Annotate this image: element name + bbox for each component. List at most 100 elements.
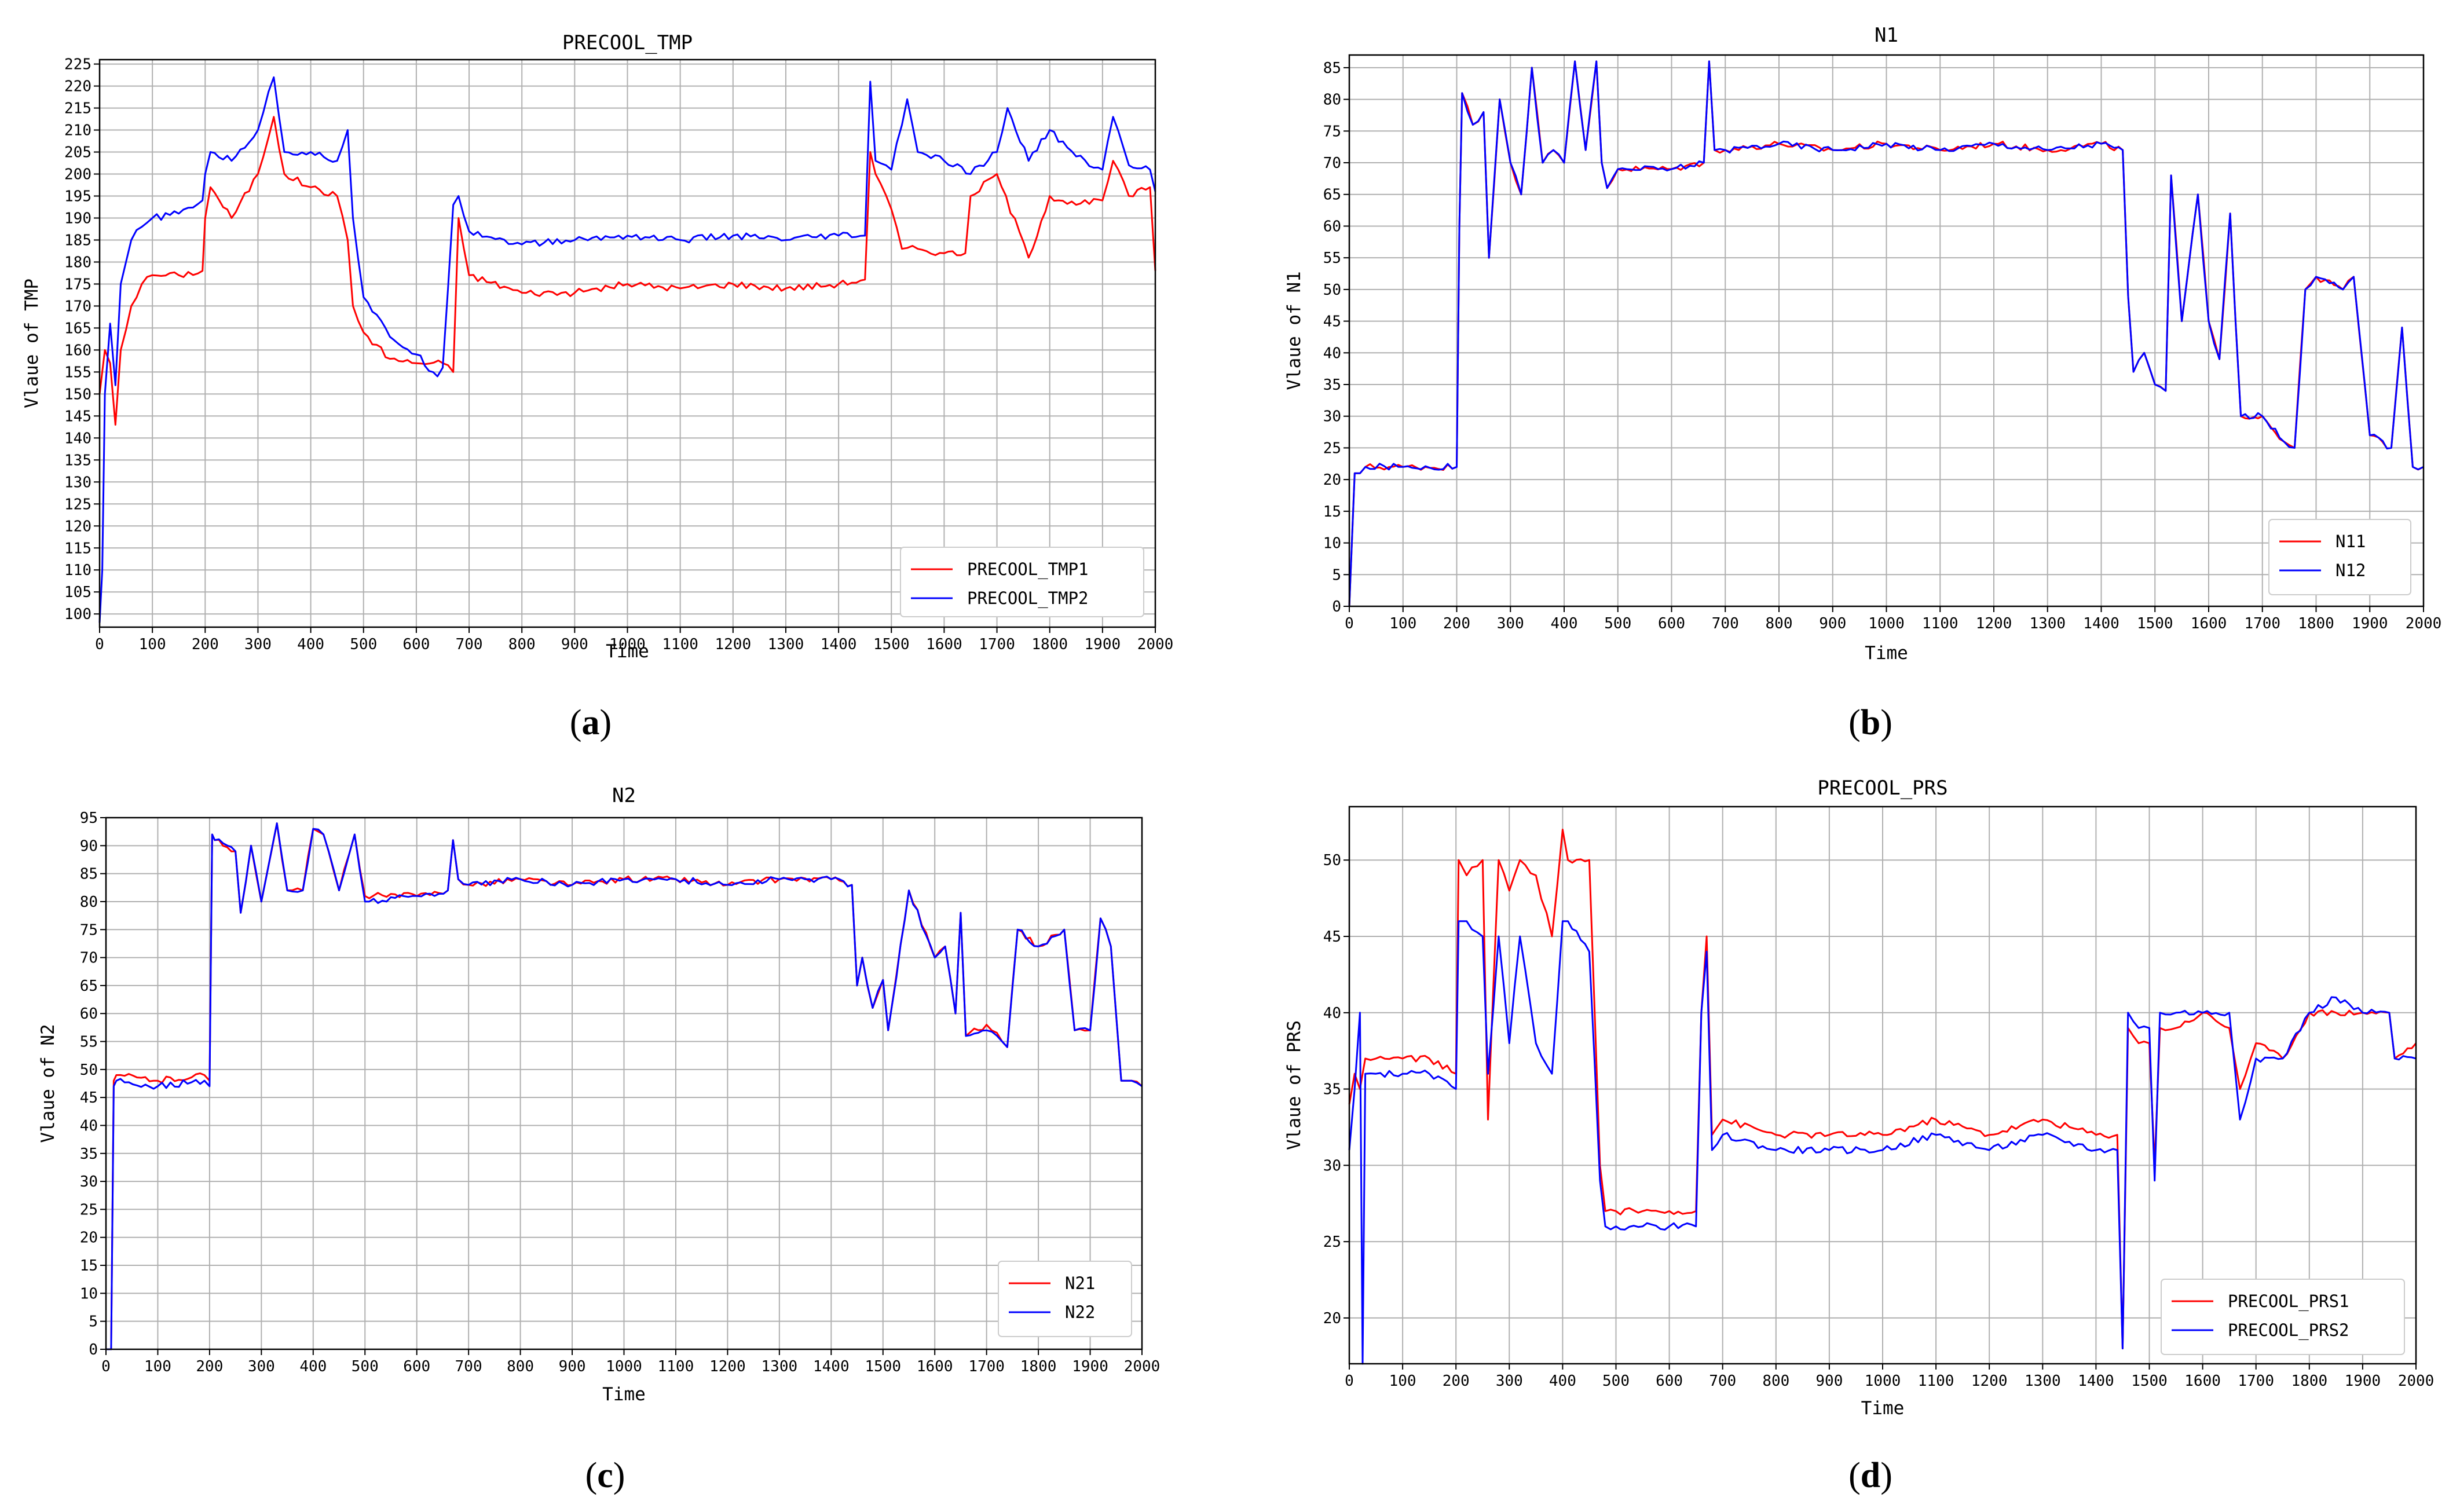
x-tick-label: 100 [1389, 1372, 1416, 1390]
x-tick-label: 1400 [2083, 615, 2119, 632]
chart-title: PRECOOL_PRS [1817, 777, 1948, 800]
x-axis-label: Time [606, 641, 649, 662]
x-tick-label: 400 [1549, 1372, 1576, 1390]
x-tick-label: 1800 [2298, 615, 2334, 632]
y-axis-label: Vlaue of TMP [21, 279, 42, 408]
x-tick-label: 200 [196, 1358, 223, 1375]
x-tick-label: 1200 [1976, 615, 2012, 632]
y-tick-label: 105 [64, 584, 91, 601]
legend: PRECOOL_TMP1 PRECOOL_TMP2 [900, 547, 1144, 617]
x-tick-label: 200 [192, 636, 219, 653]
y-tick-label: 70 [1323, 155, 1341, 172]
x-tick-label: 1700 [979, 636, 1015, 653]
x-tick-label: 800 [1766, 615, 1793, 632]
x-tick-label: 800 [1762, 1372, 1789, 1390]
x-tick-label: 1000 [1865, 1372, 1901, 1390]
y-tick-label: 125 [64, 496, 91, 513]
x-tick-label: 1700 [968, 1358, 1005, 1375]
y-tick-label: 40 [1323, 1005, 1341, 1022]
y-tick-label: 35 [1323, 1081, 1341, 1099]
x-tick-label: 100 [144, 1358, 171, 1375]
x-tick-label: 300 [244, 636, 272, 653]
x-tick-label: 700 [1709, 1372, 1736, 1390]
series-line-PRECOOL_TMP1 [98, 116, 1156, 426]
panel-caption: (a) [570, 703, 612, 742]
y-tick-label: 155 [64, 364, 91, 381]
x-tick-label: 900 [1819, 615, 1846, 632]
y-tick-label: 95 [80, 810, 98, 827]
y-tick-label: 45 [1323, 928, 1341, 946]
chart-panel-b: 0 100 200 300 400 500 600 700 800 900 1000 1100 1200… [1284, 24, 2441, 742]
x-tick-label: 400 [1551, 615, 1578, 632]
x-tick-label: 1200 [1971, 1372, 2008, 1390]
x-tick-label: 0 [1345, 1372, 1354, 1390]
y-tick-label: 225 [64, 56, 91, 74]
y-tick-label: 35 [1323, 376, 1341, 394]
legend: N11 N12 [2268, 519, 2411, 595]
y-tick-label: 0 [1332, 598, 1341, 616]
y-tick-label: 25 [1323, 1233, 1341, 1251]
legend-entry-label: PRECOOL_TMP1 [967, 559, 1089, 580]
y-axis-label: Vlaue of N2 [38, 1024, 58, 1143]
y-tick-label: 70 [80, 950, 98, 967]
series-line-N22 [106, 822, 1143, 1350]
x-tick-label: 1900 [1085, 636, 1121, 653]
y-tick-label: 30 [1323, 1157, 1341, 1174]
legend-entry-label: PRECOOL_PRS1 [2228, 1291, 2349, 1312]
x-tick-label: 1800 [1031, 636, 1068, 653]
y-tick-label: 220 [64, 78, 91, 96]
y-tick-label: 135 [64, 452, 91, 469]
y-axis-label: Vlaue of PRS [1284, 1020, 1305, 1150]
y-tick-label: 10 [1323, 535, 1341, 552]
legend-box [2268, 519, 2411, 595]
y-tick-label: 205 [64, 144, 91, 162]
legend-entry-label: N11 [2335, 532, 2366, 551]
x-tick-label: 1600 [2184, 1372, 2221, 1390]
y-tick-label: 195 [64, 188, 91, 206]
y-tick-label: 75 [1323, 123, 1341, 140]
y-tick-label: 50 [1323, 852, 1341, 869]
y-tick-label: 45 [80, 1089, 98, 1107]
x-tick-label: 500 [350, 636, 377, 653]
y-tick-label: 50 [1323, 281, 1341, 299]
x-tick-label: 1100 [662, 636, 698, 653]
y-tick-label: 55 [1323, 250, 1341, 267]
x-tick-label: 2000 [2406, 615, 2442, 632]
x-tick-label: 1600 [917, 1358, 953, 1375]
y-tick-label: 60 [1323, 218, 1341, 235]
series-line-N12 [1348, 60, 2424, 607]
x-tick-label: 1500 [865, 1358, 901, 1375]
x-tick-label: 1300 [2025, 1372, 2061, 1390]
x-tick-label: 0 [1345, 615, 1354, 632]
y-tick-label: 50 [80, 1061, 98, 1079]
x-tick-label: 2000 [2398, 1372, 2435, 1390]
x-tick-label: 700 [1712, 615, 1739, 632]
x-tick-label: 1100 [658, 1358, 694, 1375]
x-tick-label: 500 [352, 1358, 379, 1375]
y-tick-label: 25 [1323, 440, 1341, 457]
y-tick-label: 55 [80, 1034, 98, 1051]
x-tick-label: 1400 [813, 1358, 850, 1375]
x-tick-label: 2000 [1137, 636, 1174, 653]
x-tick-label: 1400 [2078, 1372, 2114, 1390]
x-tick-label: 800 [507, 1358, 534, 1375]
legend-box [900, 547, 1144, 617]
y-tick-label: 0 [89, 1341, 98, 1359]
x-axis-label: Time [602, 1384, 646, 1405]
legend-box [998, 1261, 1132, 1337]
x-tick-label: 1400 [821, 636, 857, 653]
x-tick-label: 600 [402, 636, 430, 653]
x-tick-label: 900 [1815, 1372, 1843, 1390]
y-tick-label: 85 [80, 866, 98, 883]
x-tick-label: 1200 [709, 1358, 746, 1375]
x-tick-label: 1800 [2291, 1372, 2327, 1390]
y-tick-label: 200 [64, 166, 91, 184]
x-tick-label: 1100 [1922, 615, 1959, 632]
x-axis-label: Time [1861, 1398, 1905, 1419]
y-tick-label: 115 [64, 540, 91, 557]
y-tick-label: 45 [1323, 313, 1341, 331]
x-tick-label: 500 [1604, 615, 1631, 632]
y-tick-label: 145 [64, 408, 91, 425]
